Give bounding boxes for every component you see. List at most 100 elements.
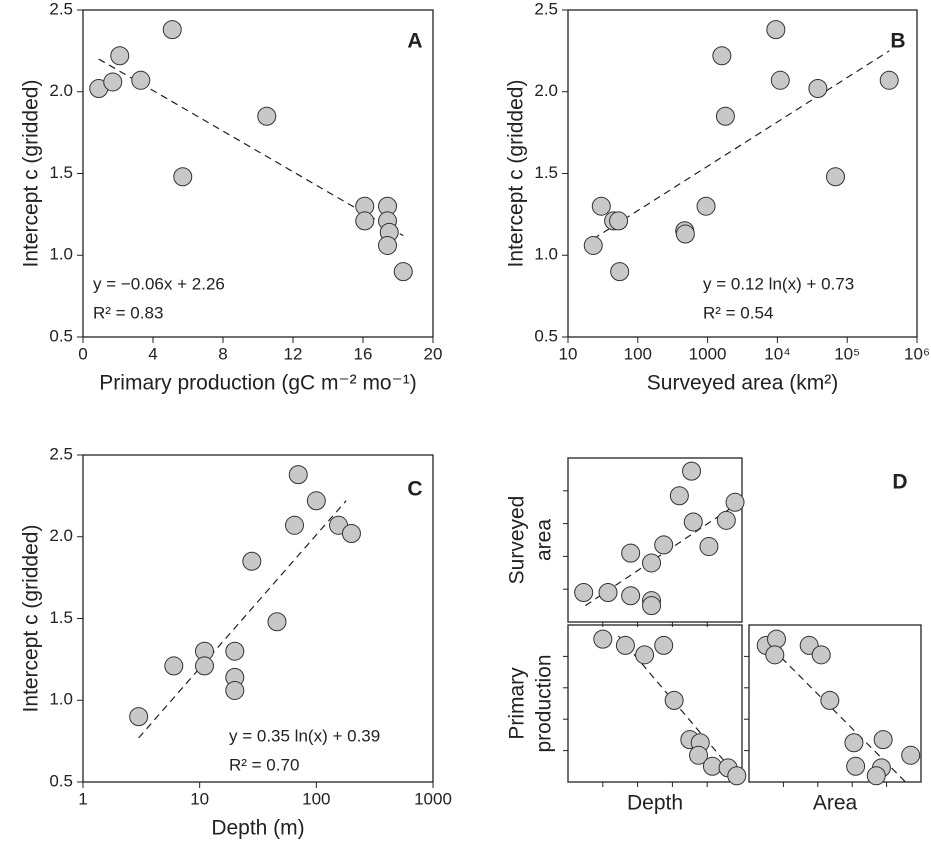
data-point <box>770 70 790 90</box>
data-point <box>901 745 921 765</box>
data-point <box>767 629 787 649</box>
y-tick-label: 2.0 <box>534 81 558 100</box>
data-point <box>378 235 397 255</box>
x-tick-label: 10 <box>559 344 578 363</box>
x-tick-label: 12 <box>284 344 303 363</box>
fit-line <box>138 500 347 739</box>
data-point <box>879 70 899 90</box>
y-axis-label: Primary <box>506 667 529 740</box>
x-tick-label: 8 <box>218 344 227 363</box>
data-point <box>267 612 287 632</box>
data-point <box>131 70 151 90</box>
annotation: R² = 0.70 <box>229 755 299 774</box>
fit-line <box>618 635 743 783</box>
data-point <box>393 262 413 282</box>
fit-line <box>764 640 906 783</box>
data-point <box>654 535 674 555</box>
data-point <box>866 766 886 786</box>
annotation: y = 0.12 ln(x) + 0.73 <box>703 274 854 293</box>
x-tick-label: 0 <box>78 344 87 363</box>
y-tick-label: 1.5 <box>49 163 73 182</box>
y-tick-label: 2.5 <box>49 0 73 18</box>
data-point <box>610 262 630 282</box>
fit-line <box>592 50 890 240</box>
annotation: y = 0.35 ln(x) + 0.39 <box>229 726 380 745</box>
x-tick-label: 1000 <box>689 344 727 363</box>
data-point <box>288 465 308 485</box>
data-point <box>669 486 689 506</box>
data-point <box>341 523 361 543</box>
y-axis-label: production <box>533 654 556 752</box>
data-point <box>846 756 866 776</box>
data-point <box>225 680 245 700</box>
x-tick-label: 100 <box>302 789 330 808</box>
y-tick-label: 1.5 <box>534 163 558 182</box>
x-tick-label: 16 <box>354 344 373 363</box>
data-point <box>129 707 149 727</box>
x-tick-label: 1000 <box>414 789 452 808</box>
x-tick-label: 100 <box>624 344 652 363</box>
data-point <box>715 106 735 126</box>
data-point <box>110 46 130 66</box>
plot-frame <box>567 457 743 623</box>
data-point <box>598 582 618 602</box>
x-tick-label: 10⁴ <box>764 344 790 363</box>
data-point <box>675 224 695 244</box>
y-tick-label: 0.5 <box>49 326 73 345</box>
x-axis-label: Surveyed area (km²) <box>647 372 838 395</box>
x-axis-label: Area <box>813 792 858 815</box>
data-point <box>654 635 674 655</box>
y-axis-label: Intercept c (gridded) <box>20 80 43 268</box>
data-point <box>162 20 182 40</box>
data-point <box>103 72 123 92</box>
data-point <box>285 515 305 535</box>
x-axis-label: Primary production (gC m⁻² mo⁻¹) <box>99 372 416 395</box>
data-point <box>765 645 785 665</box>
data-point <box>306 491 326 511</box>
data-point <box>635 645 655 665</box>
data-point <box>583 235 603 255</box>
data-point <box>689 745 708 765</box>
data-point <box>826 167 846 187</box>
annotation: R² = 0.83 <box>93 303 163 322</box>
x-axis-label: Depth <box>627 792 683 815</box>
data-point <box>820 690 840 710</box>
x-tick-label: 10⁵ <box>834 344 860 363</box>
fit-line <box>585 500 743 607</box>
data-point <box>257 106 277 126</box>
data-point <box>194 656 214 676</box>
data-point <box>873 730 893 750</box>
data-point <box>242 551 262 571</box>
data-point <box>682 461 702 481</box>
data-point <box>621 543 641 563</box>
data-point <box>609 211 629 231</box>
data-point <box>173 167 193 187</box>
x-axis-label: Depth (m) <box>211 817 304 840</box>
annotation: R² = 0.54 <box>703 303 773 322</box>
data-point <box>699 537 719 557</box>
y-axis-label: Intercept c (gridded) <box>505 80 528 268</box>
y-tick-label: 1.0 <box>49 690 73 709</box>
y-tick-label: 0.5 <box>49 771 73 790</box>
y-tick-label: 2.0 <box>49 526 73 545</box>
data-point <box>664 690 684 710</box>
y-tick-label: 0.5 <box>534 326 558 345</box>
fit-line <box>98 58 404 237</box>
data-point <box>225 641 245 661</box>
data-point <box>844 733 864 753</box>
y-axis-label: Intercept c (gridded) <box>20 525 43 713</box>
data-point <box>683 512 703 532</box>
data-point <box>725 492 745 512</box>
data-point <box>766 20 786 40</box>
plot-frame <box>748 624 922 783</box>
data-point <box>712 46 732 66</box>
panel-label: B <box>890 30 905 53</box>
data-point <box>164 656 184 676</box>
plot-frame <box>567 624 743 783</box>
y-tick-label: 1.0 <box>49 245 73 264</box>
data-point <box>615 635 635 655</box>
x-tick-label: 1 <box>78 789 87 808</box>
y-tick-label: 2.5 <box>49 444 73 463</box>
